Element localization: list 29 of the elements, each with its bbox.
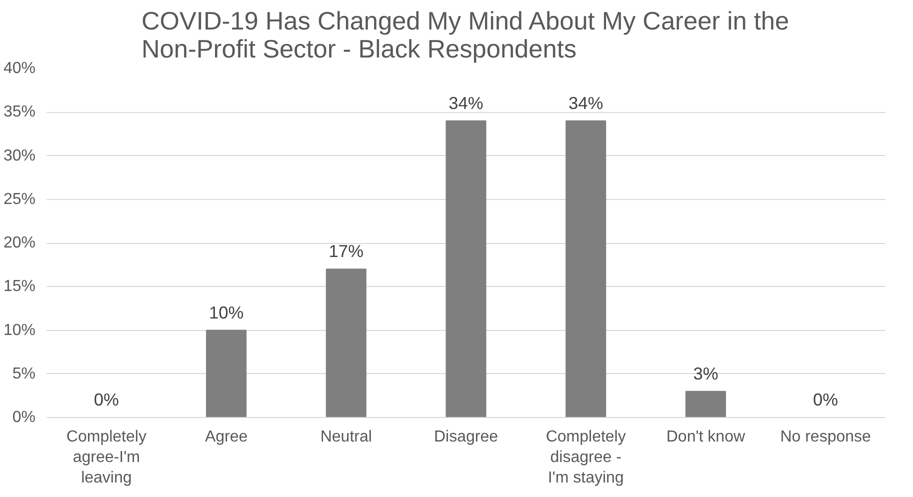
x-tick-label: Completely agree-I'm leaving bbox=[66, 428, 146, 486]
x-tick-label: Neutral bbox=[320, 428, 372, 446]
bar bbox=[685, 390, 726, 418]
data-label: 3% bbox=[693, 363, 718, 384]
bar bbox=[566, 120, 606, 418]
data-label: 0% bbox=[813, 390, 838, 410]
x-tick-label: Disagree bbox=[434, 428, 498, 446]
y-tick-label: 35% bbox=[3, 104, 36, 121]
bar bbox=[206, 330, 247, 418]
y-tick-label: 10% bbox=[3, 322, 36, 339]
data-label: 34% bbox=[448, 92, 484, 113]
y-tick-label: 20% bbox=[3, 234, 36, 252]
x-tick-label: Completely disagree - I'm staying bbox=[546, 428, 626, 486]
data-label: 0% bbox=[94, 390, 119, 410]
data-label: 10% bbox=[208, 302, 244, 322]
x-tick-label: No response bbox=[780, 428, 872, 446]
y-tick-label: 25% bbox=[3, 190, 36, 208]
y-tick-label: 15% bbox=[3, 278, 36, 296]
data-label: 34% bbox=[568, 92, 604, 113]
x-tick-label: Agree bbox=[204, 428, 248, 446]
x-tick-label: Don't know bbox=[666, 428, 746, 446]
chart-title: COVID-19 Has Changed My Mind About My Career in the Non-Profit Sector - Black Respondents bbox=[142, 8, 790, 64]
y-tick-label: 0% bbox=[12, 409, 36, 426]
y-tick-label: 30% bbox=[3, 147, 36, 164]
bar bbox=[326, 268, 366, 418]
data-label: 17% bbox=[328, 241, 364, 262]
y-tick-label: 40% bbox=[3, 60, 36, 77]
bar bbox=[446, 120, 486, 418]
y-tick-label: 5% bbox=[12, 365, 36, 382]
